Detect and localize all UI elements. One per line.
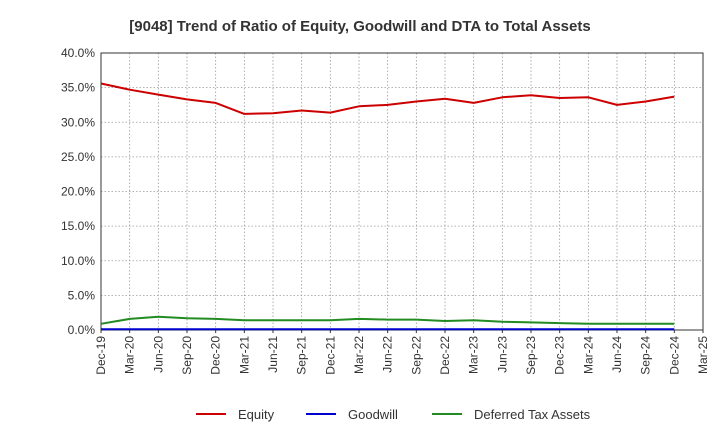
legend: Equity Goodwill Deferred Tax Assets xyxy=(196,407,591,422)
x-tick-label: Sep-21 xyxy=(295,336,309,375)
legend-label: Equity xyxy=(238,407,275,422)
x-tick-label: Mar-25 xyxy=(696,336,710,374)
grid xyxy=(101,52,703,330)
y-tick-label: 20.0% xyxy=(61,185,95,199)
y-tick-label: 15.0% xyxy=(61,219,95,233)
y-axis: 0.0% 5.0% 10.0% 15.0% 20.0% 25.0% 30.0% 35.0% 40… xyxy=(61,46,95,337)
x-tick-label: Jun-22 xyxy=(381,336,395,373)
y-tick-label: 35.0% xyxy=(61,81,95,95)
x-tick-label: Mar-23 xyxy=(467,336,481,374)
legend-label: Goodwill xyxy=(348,407,398,422)
x-tick-label: Dec-19 xyxy=(94,336,108,375)
x-tick-label: Jun-24 xyxy=(610,336,624,373)
x-tick-label: Dec-23 xyxy=(553,336,567,375)
x-tick-label: Mar-24 xyxy=(581,336,595,374)
series xyxy=(100,82,675,331)
y-tick-label: 40.0% xyxy=(61,46,95,60)
x-tick-label: Sep-24 xyxy=(639,336,653,375)
y-tick-label: 0.0% xyxy=(68,323,96,337)
y-tick-label: 25.0% xyxy=(61,150,95,164)
x-tick-label: Mar-22 xyxy=(352,336,366,374)
x-tick-label: Sep-20 xyxy=(180,336,194,375)
y-tick-label: 30.0% xyxy=(61,115,95,129)
chart-title: [9048] Trend of Ratio of Equity, Goodwil… xyxy=(129,18,590,35)
x-tick-label: Dec-21 xyxy=(323,336,337,375)
series-line-deferred-tax-assets xyxy=(100,315,675,325)
x-tick-label: Jun-23 xyxy=(495,336,509,373)
x-tick-label: Jun-21 xyxy=(266,336,280,373)
x-tick-label: Dec-22 xyxy=(438,336,452,375)
x-tick-label: Dec-20 xyxy=(209,336,223,375)
legend-label: Deferred Tax Assets xyxy=(474,407,591,422)
x-tick-label: Mar-21 xyxy=(237,336,251,374)
series-line-equity xyxy=(100,82,675,115)
y-tick-label: 5.0% xyxy=(68,288,96,302)
x-tick-label: Sep-23 xyxy=(524,336,538,375)
x-tick-label: Mar-20 xyxy=(123,336,137,374)
y-tick-label: 10.0% xyxy=(61,254,95,268)
x-tick-label: Sep-22 xyxy=(409,336,423,375)
x-tick-label: Dec-24 xyxy=(667,336,681,375)
x-axis: Dec-19 Mar-20 Jun-20 Sep-20 Dec-20 Mar-21 Jun-… xyxy=(94,330,710,375)
x-tick-label: Jun-20 xyxy=(151,336,165,373)
